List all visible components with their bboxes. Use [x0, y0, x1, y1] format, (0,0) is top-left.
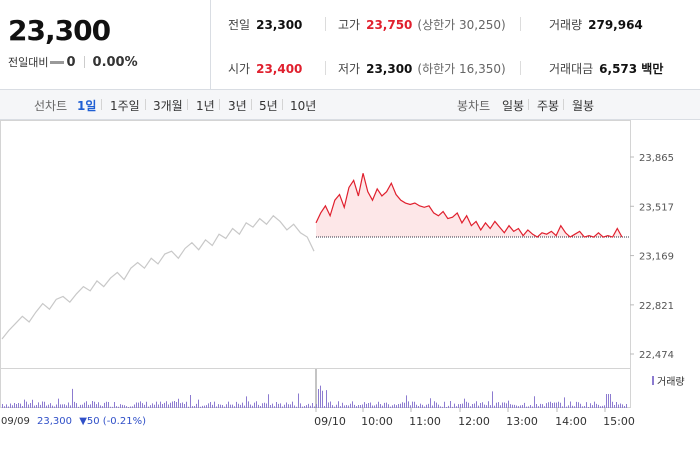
stat-open: 시가 23,400 — [228, 60, 302, 77]
tab-3-years[interactable]: 3년 — [228, 99, 247, 113]
stat-amount: 거래대금 6,573 백만 — [549, 60, 663, 77]
y-tick-label: 23,169 — [639, 252, 674, 263]
chart-canvas: 23,865 23,517 23,169 22,821 22,474 09/10 10:00… — [0, 120, 674, 428]
divider — [251, 99, 252, 110]
x-tick-label: 10:00 — [361, 415, 393, 428]
prev-date: 09/09 — [1, 416, 30, 427]
stat-label: 저가 — [338, 62, 361, 76]
divider — [528, 99, 529, 110]
divider — [520, 61, 521, 75]
y-tick-label: 23,517 — [639, 202, 674, 213]
divider — [325, 61, 326, 75]
y-tick-label: 22,821 — [639, 301, 674, 312]
tab-5-years[interactable]: 5년 — [259, 99, 278, 113]
divider — [219, 99, 220, 110]
tab-1-day[interactable]: 1일 — [77, 99, 97, 113]
tab-weekly-candle[interactable]: 주봉 — [537, 99, 560, 113]
intraday-chart: 23,865 23,517 23,169 22,821 22,474 09/10 10:00… — [0, 120, 700, 450]
tab-1-week[interactable]: 1주일 — [110, 99, 140, 113]
tab-1-year[interactable]: 1년 — [196, 99, 215, 113]
divider — [101, 99, 102, 110]
today-price-line — [315, 173, 623, 238]
tab-daily-candle[interactable]: 일봉 — [502, 99, 525, 113]
divider — [520, 17, 521, 31]
stat-label: 시가 — [228, 62, 251, 76]
x-tick-label: 15:00 — [603, 415, 635, 428]
flat-change-icon — [50, 60, 65, 64]
stat-value: 23,750 — [366, 17, 413, 32]
stat-value: 6,573 백만 — [599, 62, 664, 76]
price-block: 23,300 전일대비 0 0.00% — [0, 0, 211, 89]
stat-label: 거래대금 — [549, 62, 594, 76]
divider — [325, 17, 326, 31]
tab-10-years[interactable]: 10년 — [290, 99, 317, 113]
stat-high: 고가 23,750 (상한가 30,250) — [338, 16, 506, 33]
stat-value: 23,300 — [256, 17, 303, 32]
tab-monthly-candle[interactable]: 월봉 — [572, 99, 595, 113]
volume-legend: 거래량 — [652, 373, 685, 388]
stat-label: 거래량 — [549, 18, 583, 32]
stat-low: 저가 23,300 (하한가 16,350) — [338, 60, 506, 77]
upper-limit: (상한가 30,250) — [417, 18, 506, 32]
change-label: 전일대비 — [8, 56, 49, 69]
current-price: 23,300 — [8, 14, 111, 47]
divider — [187, 99, 188, 110]
lower-limit: (하한가 16,350) — [417, 62, 506, 76]
prev-day-price-line — [1, 214, 315, 340]
prev-price: 23,300 — [37, 416, 73, 427]
divider — [83, 56, 85, 68]
candle-chart-label: 봉차트 — [457, 99, 491, 113]
chart-period-tabs: 선차트 1일 1주일 3개월 1년 3년 5년 10년 봉차트 일봉 주봉 월봉 — [0, 90, 700, 120]
stat-value: 279,964 — [588, 17, 643, 32]
plot-frame — [0, 120, 631, 408]
price-area-fill — [316, 173, 622, 238]
divider — [282, 99, 283, 110]
divider — [145, 99, 146, 110]
stat-label: 고가 — [338, 18, 361, 32]
divider — [563, 99, 564, 110]
prev-day-summary: 09/09 23,300 ▼50 (-0.21%) — [1, 416, 146, 427]
stat-value: 23,400 — [256, 61, 303, 76]
x-tick-label: 11:00 — [409, 415, 441, 428]
prev-change: ▼50 (-0.21%) — [79, 416, 146, 427]
line-chart-label: 선차트 — [34, 99, 68, 113]
x-tick-label: 12:00 — [458, 415, 490, 428]
change-percent: 0.00% — [92, 54, 138, 70]
x-tick-label: 13:00 — [506, 415, 538, 428]
volume-legend-label: 거래량 — [657, 377, 685, 388]
tab-3-months[interactable]: 3개월 — [153, 99, 183, 113]
x-tick-label: 09/10 — [314, 415, 346, 428]
stat-value: 23,300 — [366, 61, 413, 76]
change-row: 전일대비 0 0.00% — [8, 54, 138, 70]
volume-swatch — [652, 376, 654, 385]
change-value: 0 — [66, 54, 76, 70]
stat-volume: 거래량 279,964 — [549, 16, 643, 33]
quote-summary: 23,300 전일대비 0 0.00% 전일 23,300 고가 23,750 … — [0, 0, 700, 90]
y-tick-label: 23,865 — [639, 153, 674, 164]
stat-prev-close: 전일 23,300 — [228, 16, 302, 33]
stat-label: 전일 — [228, 18, 251, 32]
y-tick-label: 22,474 — [639, 350, 674, 361]
x-tick-label: 14:00 — [555, 415, 587, 428]
